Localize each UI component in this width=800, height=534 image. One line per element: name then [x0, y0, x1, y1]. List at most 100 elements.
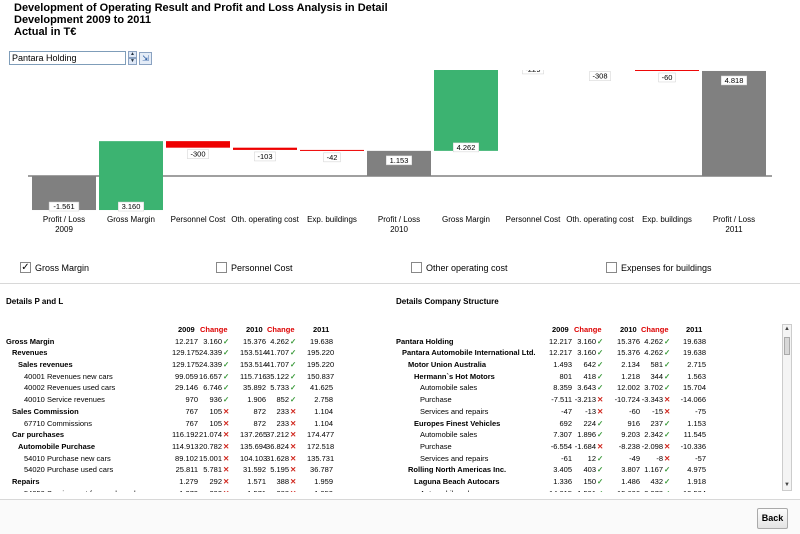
column-header: 2010	[246, 325, 263, 334]
table-row[interactable]: Automobile sales 8.359 3.643 12.002 3.702 15.…	[396, 382, 780, 394]
cell-value: 3.405	[553, 465, 572, 475]
checkbox-expenses-buildings[interactable]	[606, 262, 617, 273]
cell-value: -47	[561, 406, 572, 416]
table-row[interactable]: Europes Finest Vehicles 692 224 916 237 1.153…	[396, 418, 780, 430]
table-row[interactable]: Repairs 1.279 292 1.571 388 1.959 ✕ ✕	[6, 476, 348, 488]
company-select-field[interactable]: Pantara Holding	[9, 51, 126, 65]
row-label: Services and repairs	[420, 406, 489, 416]
cell-value: 41.707	[266, 348, 289, 358]
legend-item-gross-margin[interactable]: ✓ Gross Margin	[20, 262, 89, 273]
table-scrollbar[interactable]: ▲ ▼	[782, 324, 792, 491]
table-row[interactable]: 54050 Service cost for purchased cars 1.2…	[6, 488, 348, 492]
chart-bar-4[interactable]	[300, 149, 364, 151]
chart-category-label-0: Profit / Loss	[43, 215, 85, 224]
legend-item-personnel-cost[interactable]: Personnel Cost	[216, 262, 293, 273]
cross-icon: ✕	[664, 453, 671, 463]
chart-value-box-7	[522, 70, 544, 75]
table-row[interactable]: Pantara Automobile International Ltd. 12.…	[396, 347, 780, 359]
scroll-down-icon[interactable]: ▼	[784, 482, 790, 488]
scroll-up-icon[interactable]: ▲	[784, 326, 790, 332]
chart-bar-1[interactable]	[99, 141, 163, 211]
table-row[interactable]: Gross Margin 12.217 3.160 15.376 4.262 19.638…	[6, 336, 348, 348]
legend-label-expenses-buildings: Expenses for buildings	[621, 262, 712, 273]
table-row[interactable]: Services and repairs -47 -13 -60 -15 -75 ✕ ✕	[396, 406, 780, 418]
table-row[interactable]: Purchase -6.554 -1.684 -8.238 -2.098 -10.336 ✕…	[396, 441, 780, 453]
row-label: 54020 Purchase used cars	[24, 465, 114, 475]
table-row[interactable]: Automobile sales 14.0151.591 15.6063.978 19…	[396, 488, 780, 492]
table-row[interactable]: Services and repairs -61 12 -49 -8 -57 ✓ ✕	[396, 453, 780, 465]
table-row[interactable]: Automobile sales 7.307 1.896 9.203 2.342 11.5…	[396, 429, 780, 441]
cell-value: 581	[650, 360, 663, 370]
checkbox-other-operating-cost[interactable]	[411, 262, 422, 273]
cell-value: 801	[559, 371, 572, 381]
cell-value: -15	[652, 406, 663, 416]
left-panel-title: Details P and L	[6, 297, 64, 306]
check-icon: ✓	[664, 465, 671, 475]
check-icon: ✓	[664, 348, 671, 358]
table-row[interactable]: 67710 Commissions 767 105 872 233 1.104 ✕ ✕	[6, 418, 348, 430]
cell-value: 2.342	[644, 430, 663, 440]
table-row[interactable]: 40010 Service revenues 970 936 1.906 852 2.75…	[6, 394, 348, 406]
table-row[interactable]: Motor Union Australia 1.493 642 2.134 581 2.7…	[396, 359, 780, 371]
cell-value: 388	[276, 476, 289, 486]
cell-value: 418	[583, 371, 596, 381]
row-label: Repairs	[12, 476, 40, 486]
checkbox-personnel-cost[interactable]	[216, 262, 227, 273]
row-label: 67710 Commissions	[24, 418, 92, 428]
chart-value-box-5	[386, 155, 412, 166]
drilldown-icon[interactable]: ⇲	[139, 51, 152, 65]
table-row[interactable]: Automobile Purchase 114.913 20.782 135.694 3…	[6, 441, 348, 453]
table-row[interactable]: Pantara Holding 12.217 3.160 15.376 4.262 19.…	[396, 336, 780, 348]
cell-value: 114.913	[172, 441, 199, 451]
legend-item-expenses-buildings[interactable]: Expenses for buildings	[606, 262, 712, 273]
cell-value: 21.074	[199, 430, 222, 440]
cell-value: 25.811	[175, 465, 198, 475]
chart-bar-2[interactable]	[166, 141, 230, 148]
table-row[interactable]: 40002 Revenues used cars 29.146 6.746 35.89…	[6, 382, 348, 394]
cross-icon: ✕	[597, 441, 604, 451]
cell-value: 24.339	[199, 348, 222, 358]
cell-value: 129.175	[172, 348, 200, 358]
chart-category-label-1: Gross Margin	[107, 215, 155, 224]
scroll-thumb[interactable]	[784, 337, 790, 355]
cross-icon: ✕	[290, 430, 297, 440]
check-icon: ✓	[664, 418, 671, 428]
legend-label-personnel-cost: Personnel Cost	[231, 262, 293, 273]
cell-value: 1.104	[314, 418, 333, 428]
cell-value: 41.707	[266, 360, 289, 370]
table-row[interactable]: Sales revenues 129.175 24.339 153.514 41.707…	[6, 359, 348, 371]
back-button[interactable]: Back	[757, 508, 788, 529]
table-row[interactable]: 40001 Revenues new cars 99.059 16.657 115.7…	[6, 371, 348, 383]
cell-value: 1.167	[644, 465, 663, 475]
report-header: Development of Operating Result and Prof…	[14, 2, 388, 38]
table-row[interactable]: Rolling North Americas Inc. 3.405 403 3.807…	[396, 464, 780, 476]
chevron-up-icon[interactable]: ▲	[128, 51, 137, 58]
cell-value: 29.146	[175, 383, 198, 393]
cell-value: 3.160	[203, 336, 222, 346]
table-row[interactable]: Revenues 129.175 24.339 153.514 41.707 195.22…	[6, 347, 348, 359]
table-row[interactable]: Sales Commission 767 105 872 233 1.104 ✕ ✕	[6, 406, 348, 418]
chart-bar-9[interactable]	[635, 70, 699, 71]
chart-bar-10[interactable]	[702, 70, 766, 176]
chevron-down-icon[interactable]: ▼	[128, 58, 137, 65]
chart-category-label-6: Gross Margin	[442, 215, 490, 224]
checkbox-gross-margin[interactable]: ✓	[20, 262, 31, 273]
table-row[interactable]: 54020 Purchase used cars 25.811 5.781 31.59…	[6, 464, 348, 476]
table-row[interactable]: Car purchases 116.192 21.074 137.265 37.212 1…	[6, 429, 348, 441]
cross-icon: ✕	[290, 453, 297, 463]
check-icon: ✓	[290, 336, 297, 346]
cell-value: 135.731	[307, 453, 335, 463]
chart-bar-3[interactable]	[233, 147, 297, 150]
chart-bar-6[interactable]	[434, 70, 498, 151]
table-row[interactable]: Laguna Beach Autocars 1.336 150 1.486 432 1.9…	[396, 476, 780, 488]
chart-category-label-0: 2009	[55, 225, 73, 234]
cell-value: 15.376	[617, 336, 640, 346]
cell-value: 104.103	[240, 453, 268, 463]
table-row[interactable]: 54010 Purchase new cars 89.102 15.001 104.1…	[6, 453, 348, 465]
cell-value: 344	[650, 371, 663, 381]
table-row[interactable]: Purchase -7.511 -3.213 -10.724 -3.343 -14.066…	[396, 394, 780, 406]
table-row[interactable]: Hermann`s Hot Motors 801 418 1.218 344 1.563 ✓…	[396, 371, 780, 383]
legend-item-other-operating-cost[interactable]: Other operating cost	[411, 262, 508, 273]
cell-value: 4.262	[644, 336, 663, 346]
cell-value: 153.514	[240, 348, 268, 358]
